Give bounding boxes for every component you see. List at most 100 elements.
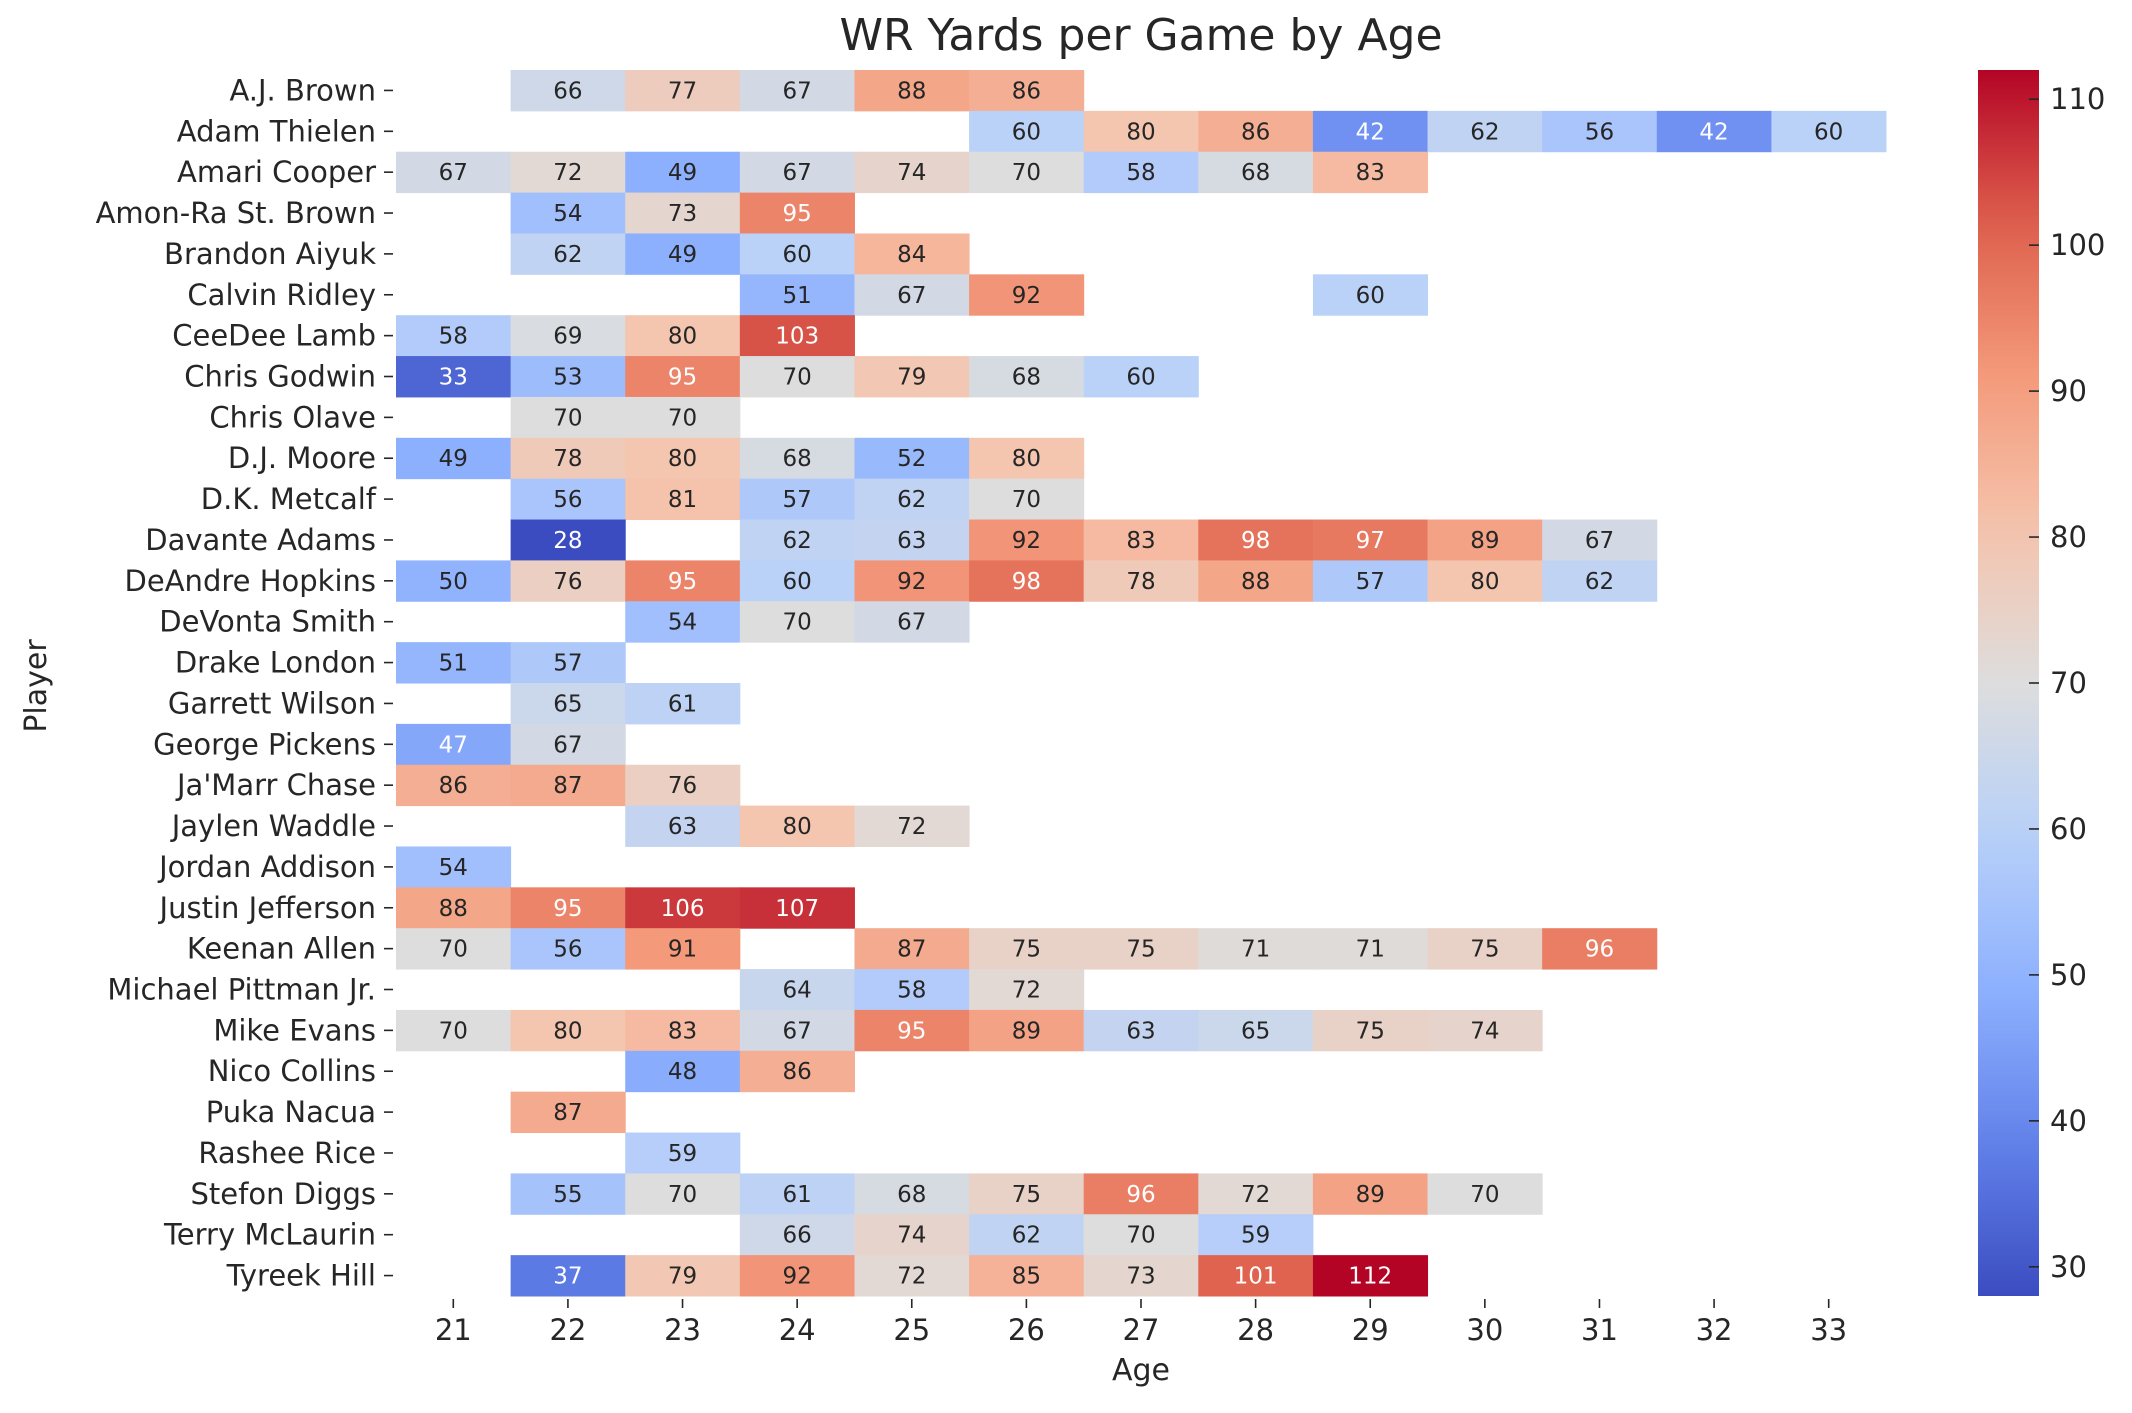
heatmap-cell bbox=[1083, 110, 1199, 153]
heatmap-cell bbox=[625, 764, 741, 807]
cell-annotation: 62 bbox=[1470, 119, 1499, 145]
cell-annotation: 80 bbox=[1126, 119, 1155, 145]
y-tick-label: Justin Jefferson bbox=[158, 891, 376, 925]
cell-annotation: 54 bbox=[668, 610, 697, 636]
heatmap-cell bbox=[854, 1009, 970, 1052]
heatmap-cell bbox=[396, 437, 512, 480]
cell-annotation: 76 bbox=[668, 773, 697, 799]
cell-annotation: 103 bbox=[775, 324, 819, 350]
heatmap-cell bbox=[625, 437, 741, 480]
heatmap-cell bbox=[854, 356, 970, 398]
cell-annotation: 66 bbox=[553, 78, 582, 104]
heatmap-cell bbox=[625, 887, 741, 929]
cell-annotation: 80 bbox=[668, 446, 697, 472]
cell-annotation: 107 bbox=[775, 896, 819, 922]
y-tick-label: Nico Collins bbox=[208, 1054, 376, 1088]
y-tick-label: DeAndre Hopkins bbox=[125, 564, 376, 598]
cell-annotation: 72 bbox=[897, 814, 926, 840]
x-tick-label: 31 bbox=[1581, 1313, 1618, 1347]
heatmap-cell bbox=[739, 356, 855, 398]
cell-annotation: 57 bbox=[783, 487, 812, 513]
heatmap-cell bbox=[854, 805, 970, 847]
heatmap-cell bbox=[854, 70, 970, 112]
cell-annotation: 68 bbox=[1012, 365, 1041, 391]
heatmap-cell bbox=[510, 723, 626, 766]
y-tick-label: Ja'Marr Chase bbox=[175, 768, 376, 802]
heatmap-cell bbox=[510, 764, 626, 807]
heatmap-cell bbox=[1198, 519, 1314, 561]
cell-annotation: 66 bbox=[783, 1223, 812, 1249]
cell-annotation: 67 bbox=[783, 1018, 812, 1044]
heatmap-cell bbox=[510, 356, 626, 398]
cell-annotation: 62 bbox=[1585, 569, 1614, 595]
heatmap-cell bbox=[1198, 560, 1314, 602]
heatmap-cell bbox=[969, 437, 1085, 480]
cell-annotation: 101 bbox=[1234, 1264, 1278, 1290]
cell-annotation: 80 bbox=[1470, 569, 1499, 595]
cell-annotation: 87 bbox=[897, 937, 926, 963]
heatmap-cell bbox=[396, 764, 512, 807]
cell-annotation: 95 bbox=[553, 896, 582, 922]
cell-annotation: 70 bbox=[439, 937, 468, 963]
heatmap-cell bbox=[396, 887, 512, 929]
heatmap-cell bbox=[854, 151, 970, 194]
heatmap-cell bbox=[625, 356, 741, 398]
heatmap-cell bbox=[396, 151, 512, 194]
y-tick-label: Chris Olave bbox=[209, 400, 376, 434]
cell-annotation: 96 bbox=[1585, 937, 1614, 963]
heatmap-cell bbox=[1198, 1255, 1314, 1297]
cell-annotation: 70 bbox=[783, 365, 812, 391]
heatmap-cell bbox=[510, 928, 626, 970]
heatmap-cell bbox=[396, 642, 512, 684]
heatmap-cell bbox=[739, 601, 855, 643]
y-tick-label: Adam Thielen bbox=[177, 114, 376, 148]
cell-annotation: 58 bbox=[1126, 160, 1155, 186]
cell-annotation: 57 bbox=[553, 651, 582, 677]
cell-annotation: 51 bbox=[783, 283, 812, 309]
heatmap-cell bbox=[854, 478, 970, 521]
cell-annotation: 58 bbox=[439, 324, 468, 350]
heatmap-cell bbox=[510, 70, 626, 112]
heatmap-cell bbox=[854, 601, 970, 643]
heatmap-cell bbox=[739, 887, 855, 929]
heatmap-cell bbox=[854, 928, 970, 970]
heatmap-cell bbox=[1427, 1173, 1543, 1215]
cell-annotation: 62 bbox=[553, 242, 582, 268]
heatmap-cell bbox=[1312, 1173, 1429, 1215]
y-tick-label: Puka Nacua bbox=[206, 1095, 376, 1129]
cell-annotation: 70 bbox=[1012, 487, 1041, 513]
heatmap-cell bbox=[1083, 1214, 1199, 1256]
heatmap-cell bbox=[1083, 151, 1199, 194]
cell-annotation: 79 bbox=[668, 1264, 697, 1290]
chart-title: WR Yards per Game by Age bbox=[839, 10, 1442, 61]
cell-annotation: 72 bbox=[553, 160, 582, 186]
heatmap-cell bbox=[625, 233, 741, 275]
cell-annotation: 56 bbox=[553, 487, 582, 513]
heatmap-cell bbox=[510, 437, 626, 480]
cell-annotation: 59 bbox=[668, 1141, 697, 1167]
heatmap-cell bbox=[396, 356, 512, 398]
cell-annotation: 42 bbox=[1356, 119, 1385, 145]
colorbar-tick-label: 90 bbox=[2050, 374, 2087, 408]
cell-annotation: 62 bbox=[783, 528, 812, 554]
heatmap-cell bbox=[739, 437, 855, 480]
heatmap-cell bbox=[739, 1009, 855, 1052]
cell-annotation: 67 bbox=[439, 160, 468, 186]
colorbar-tick-label: 60 bbox=[2050, 812, 2087, 846]
cell-annotation: 68 bbox=[783, 446, 812, 472]
x-tick-label: 32 bbox=[1696, 1313, 1733, 1347]
heatmap-cell bbox=[739, 70, 855, 112]
cell-annotation: 80 bbox=[668, 324, 697, 350]
cell-annotation: 69 bbox=[553, 324, 582, 350]
cell-annotation: 91 bbox=[668, 937, 697, 963]
heatmap-cell bbox=[625, 192, 741, 234]
y-tick-label: Jaylen Waddle bbox=[170, 809, 376, 843]
cell-annotation: 61 bbox=[668, 691, 697, 717]
cell-annotation: 33 bbox=[439, 365, 468, 391]
heatmap-cell bbox=[969, 519, 1085, 561]
colorbar-tick-label: 30 bbox=[2050, 1250, 2087, 1284]
heatmap-cell bbox=[739, 805, 855, 847]
heatmap-cell bbox=[739, 1255, 855, 1297]
colorbar-tick-label: 80 bbox=[2050, 520, 2087, 554]
heatmap-cell bbox=[625, 1173, 741, 1215]
